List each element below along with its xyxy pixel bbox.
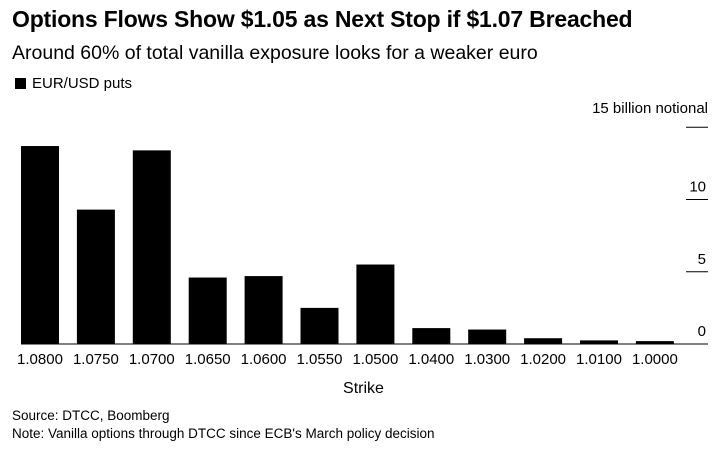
bar-1-0650 bbox=[188, 277, 227, 344]
bar-series bbox=[21, 146, 674, 344]
bar-1-0000 bbox=[635, 341, 674, 344]
y-tick-label: 0 bbox=[698, 323, 706, 340]
legend: EUR/USD puts bbox=[15, 75, 132, 92]
x-tick-label: 1.0800 bbox=[17, 351, 63, 368]
footnote: Note: Vanilla options through DTCC since… bbox=[12, 426, 435, 441]
x-tick-label: 1.0300 bbox=[464, 351, 510, 368]
bar-1-0700 bbox=[132, 150, 171, 344]
x-tick-label: 1.0650 bbox=[185, 351, 231, 368]
x-tick-label: 1.0750 bbox=[73, 351, 119, 368]
bar-1-0550 bbox=[300, 307, 339, 344]
bar-1-0400 bbox=[412, 328, 451, 344]
bar-1-0600 bbox=[244, 276, 283, 344]
x-axis-tick-labels: 1.0800 1.0750 1.0700 1.0650 1.0600 1.0550 1.05… bbox=[17, 351, 678, 368]
y-axis-unit-label: 15 billion notional bbox=[592, 100, 708, 117]
legend-swatch bbox=[15, 78, 26, 89]
bar-1-0500 bbox=[356, 264, 395, 344]
x-axis-label: Strike bbox=[343, 380, 384, 397]
x-tick-label: 1.0700 bbox=[129, 351, 175, 368]
y-axis-ticks: 0 5 10 bbox=[686, 126, 708, 345]
x-tick-label: 1.0550 bbox=[297, 351, 343, 368]
y-tick-label: 10 bbox=[689, 179, 706, 196]
bar-1-0300 bbox=[468, 329, 507, 344]
bar-1-0750 bbox=[76, 209, 115, 344]
x-tick-label: 1.0500 bbox=[352, 351, 398, 368]
bar-1-0200 bbox=[524, 338, 563, 344]
bar-1-0100 bbox=[580, 340, 618, 344]
chart-title: Options Flows Show $1.05 as Next Stop if… bbox=[12, 6, 633, 32]
x-tick-label: 1.0200 bbox=[520, 351, 566, 368]
x-tick-label: 1.0100 bbox=[576, 351, 622, 368]
chart-subtitle: Around 60% of total vanilla exposure loo… bbox=[12, 42, 538, 64]
legend-label: EUR/USD puts bbox=[32, 75, 133, 92]
bar-1-0800 bbox=[21, 146, 59, 344]
source-note: Source: DTCC, Boomberg bbox=[12, 408, 170, 423]
x-tick-label: 1.0400 bbox=[408, 351, 454, 368]
x-tick-label: 1.0600 bbox=[241, 351, 287, 368]
x-tick-label: 1.0000 bbox=[632, 351, 678, 368]
y-tick-label: 5 bbox=[698, 251, 706, 268]
